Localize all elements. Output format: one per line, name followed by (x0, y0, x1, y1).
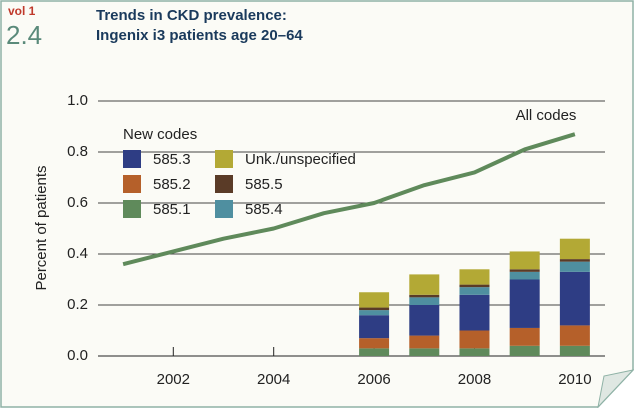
legend-label: 585.5 (245, 176, 283, 193)
chart-subtitle: Ingenix i3 patients age 20–64 (96, 27, 303, 44)
legend-swatch (123, 150, 141, 168)
bar-segment (509, 345, 540, 356)
line (122, 132, 576, 267)
volume-label: vol 1 (8, 4, 36, 18)
bar-segment (559, 261, 590, 272)
bar-segment (459, 348, 490, 356)
x-tick-label: 2010 (558, 371, 591, 388)
legend-swatch (215, 175, 233, 193)
legend-label: 585.2 (153, 176, 191, 193)
bar-segment (509, 279, 540, 328)
legend-swatch (123, 200, 141, 218)
bar-segment (559, 238, 590, 260)
bar-segment (459, 294, 490, 331)
bar-segment (509, 251, 540, 270)
page-curl (597, 369, 634, 408)
bar-segment (359, 315, 390, 339)
bar-segment (409, 305, 440, 336)
legend-label: Unk./unspecified (245, 151, 356, 168)
bar-segment (459, 330, 490, 349)
figure-number: 2.4 (6, 20, 42, 50)
legend-label: 585.1 (153, 201, 191, 218)
bar-segment (509, 271, 540, 280)
y-tick-label: 0.2 (67, 296, 88, 313)
bar-segment (359, 310, 390, 316)
bar-segment (559, 259, 590, 262)
bar-segment (459, 269, 490, 285)
x-tick-label: 2004 (257, 371, 290, 388)
bar-segment (509, 327, 540, 346)
bar-segment (409, 297, 440, 305)
legend-swatch (215, 200, 233, 218)
y-tick-label: 0.0 (67, 347, 88, 364)
bar-segment (459, 287, 490, 295)
y-tick-label: 0.4 (67, 245, 88, 262)
bar-segment (559, 271, 590, 326)
y-tick-label: 1.0 (67, 92, 88, 109)
y-tick-label: 0.6 (67, 194, 88, 211)
legend-label: 585.4 (245, 201, 283, 218)
x-tick-label: 2002 (157, 371, 190, 388)
bar-segment (359, 292, 390, 308)
bar-segment (359, 307, 390, 311)
legend-title: New codes (123, 126, 197, 143)
bar-segment (509, 269, 540, 272)
bar-segment (409, 294, 440, 298)
bar-segment (459, 284, 490, 288)
bar-segment (409, 335, 440, 349)
annotation: All codes (516, 107, 577, 124)
bar-segment (559, 345, 590, 356)
bar-segment (409, 348, 440, 356)
bar-segment (359, 348, 390, 356)
x-tick-label: 2008 (458, 371, 491, 388)
bar-segment (409, 274, 440, 295)
chart-title: Trends in CKD prevalence: (96, 7, 287, 24)
bar-segment (359, 338, 390, 349)
legend-swatch (123, 175, 141, 193)
bar-segment (559, 325, 590, 346)
y-axis-label: Percent of patients (33, 165, 50, 290)
legend-label: 585.3 (153, 151, 191, 168)
legend-swatch (215, 150, 233, 168)
x-tick-label: 2006 (357, 371, 390, 388)
y-tick-label: 0.8 (67, 143, 88, 160)
